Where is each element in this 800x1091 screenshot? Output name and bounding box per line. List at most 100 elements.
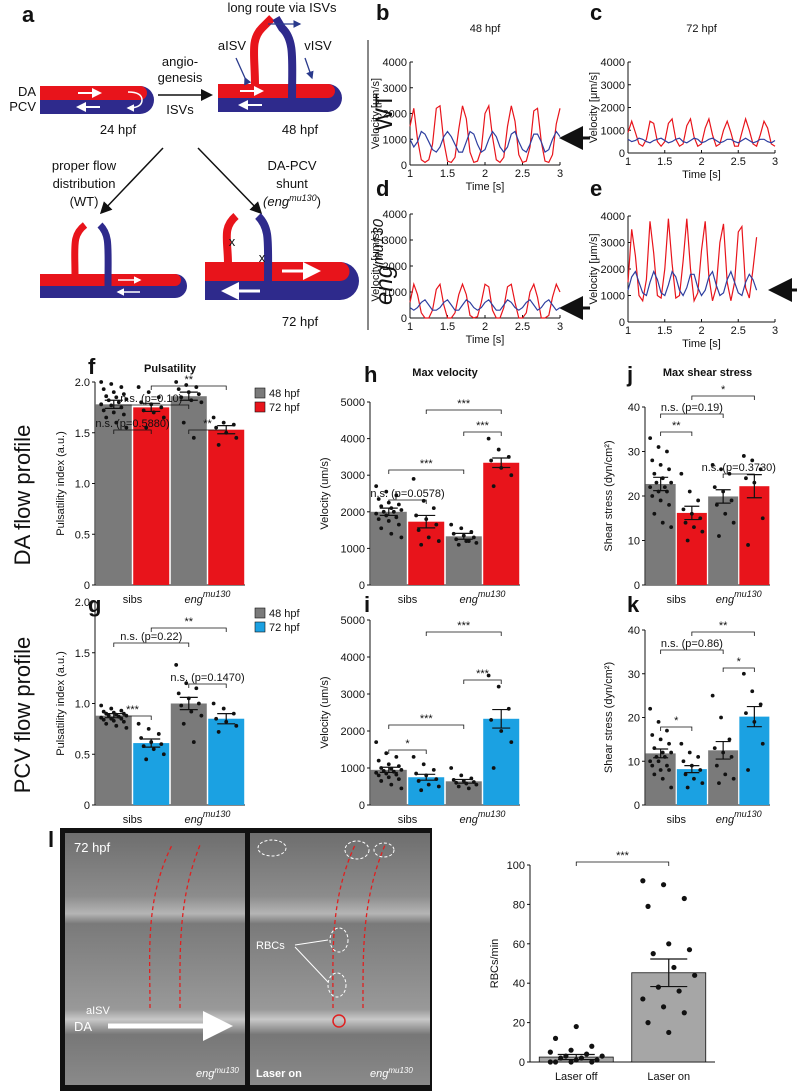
data-point [714,503,719,507]
data-point [486,673,491,678]
data-point [712,485,717,489]
chart-title: Max velocity [412,367,478,379]
y-tick-label: 1000 [601,125,625,137]
bar [445,781,482,805]
data-point [589,1059,595,1065]
data-point [752,480,757,485]
data-point [426,782,431,787]
y-axis-label: Velocity [μm/s] [588,233,600,304]
x-tick-label: engmu130 [716,809,762,826]
data-point [723,511,728,516]
label: vISV [304,38,332,53]
y-tick-label: 1000 [341,763,365,775]
label: (eng [263,194,290,209]
data-point [216,730,221,734]
data-point [746,768,750,772]
data-point [496,447,501,452]
data-point [658,498,663,503]
arrow [197,147,263,215]
data-point [489,458,494,463]
data-point [648,485,653,489]
data-point [124,425,129,430]
data-point [394,772,399,777]
data-point [645,1020,651,1026]
panel-letter: h [364,362,377,387]
data-point [662,485,667,489]
label: 48 hpf [282,122,319,137]
label: ISVs [166,102,194,117]
data-point [424,517,429,522]
data-point [750,458,755,463]
x-tick-label: 2.5 [731,156,746,168]
data-point [660,1004,667,1010]
data-point [669,785,674,790]
data-point [139,736,144,740]
y-axis-label: Pulsatility index (a.u.) [55,431,67,536]
significance-bracket [150,627,227,632]
data-point [499,729,504,733]
significance-label: n.s. (p=0.22) [120,631,182,643]
category: Laser off [555,1071,599,1083]
data-point [99,402,104,407]
data-point [196,392,201,397]
significance-bracket [388,749,427,754]
data-point [700,781,705,786]
data-point [176,691,181,696]
y-tick-label: 30 [628,447,640,459]
y-tick-label: 1.5 [75,648,90,660]
x-tick-label: engmu130 [185,589,231,606]
x-tick-label: 2.5 [515,168,530,180]
panel-letter: e [590,176,602,201]
data-point [189,709,194,714]
x-tick-label: Laser off [555,1071,599,1083]
data-point [758,702,763,707]
arrow [99,147,164,215]
data-point [191,740,196,744]
data-point [394,515,399,520]
y-tick-label: 4000 [601,211,625,223]
y-tick-label: 20 [513,1018,525,1030]
y-tick-label: 1.0 [75,699,90,711]
data-point [116,400,121,405]
data-point [666,1029,672,1036]
y-tick-label: 2.0 [75,377,90,389]
y-tick-label: 1000 [341,543,365,555]
data-point [159,742,164,746]
data-point [121,719,126,724]
data-point [451,777,456,782]
data-point [151,747,156,752]
data-point [386,519,391,523]
category-superscript: mu130 [203,589,231,599]
x-tick-label: 3 [557,321,563,333]
data-point [665,763,669,768]
data-point [411,755,416,759]
y-tick-label: 3000 [383,235,407,247]
data-point [710,462,715,467]
y-tick-label: 80 [513,899,525,911]
data-point [119,405,124,410]
data-point [509,740,514,744]
data-point [381,509,386,514]
significance-label: ** [203,418,212,430]
row-label: PCV flow profile [10,637,35,794]
data-point [386,775,391,780]
y-tick-label: 1.5 [75,428,90,440]
significance-bracket [388,469,465,474]
category: Laser on [647,1071,690,1083]
x-tick-label: sibs [666,594,686,606]
data-point [654,480,659,485]
y-tick-label: 2000 [601,264,625,276]
data-point [568,1047,574,1053]
category: eng [716,594,735,606]
y-axis-label: Shear stress (dyn/cm²) [603,440,615,551]
rbc-outline [257,839,287,857]
data-point [231,711,236,716]
bar [95,404,132,585]
data-point [384,513,389,518]
data-point [679,471,684,476]
y-tick-label: 3000 [341,689,365,701]
category: sibs [666,594,686,606]
data-point [121,711,126,716]
legend-label: 72 hpf [269,622,301,634]
data-point [389,531,394,536]
